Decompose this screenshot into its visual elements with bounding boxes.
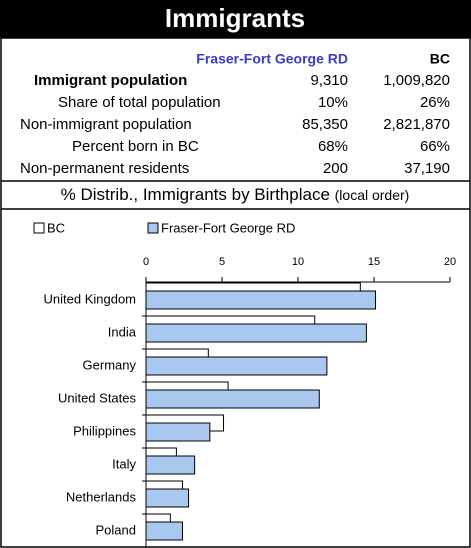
cell: 1,009,820 [383,72,450,89]
title-bar [0,0,471,38]
y-tick-label: Germany [83,357,137,372]
title: Immigrants [165,3,305,33]
y-tick-label: Netherlands [66,489,137,504]
legend-label: BC [47,220,65,235]
row-label: Immigrant population [34,72,187,89]
x-tick-label: 15 [368,256,380,268]
cell: 10% [318,94,348,111]
bar [145,290,377,310]
bar [145,389,320,409]
cell: 9,310 [310,72,348,89]
y-tick-label: United Kingdom [44,291,137,306]
row-label: Non-immigrant population [20,116,192,133]
column-header: BC [430,51,450,67]
bar [145,422,211,442]
cell: 66% [420,138,450,155]
section-title: % Distrib., Immigrants by Birthplace (lo… [61,185,410,204]
y-tick-label: United States [58,390,137,405]
cell: 26% [420,94,450,111]
section-title-text: % Distrib., Immigrants by Birthplace [61,185,330,204]
row-label: Non-permanent residents [20,160,189,177]
y-tick-label: Philippines [73,423,136,438]
y-tick-label: India [108,324,137,339]
row-label: Share of total population [58,94,221,111]
cell: 68% [318,138,348,155]
legend-swatch [147,222,159,234]
y-tick-label: Poland [96,522,136,537]
y-tick-label: Italy [112,456,136,471]
x-tick-label: 10 [292,256,304,268]
cell: 200 [323,160,348,177]
bar [145,455,196,475]
bar [145,323,367,343]
x-tick-label: 20 [444,256,456,268]
row-label: Percent born in BC [72,138,199,155]
bar [145,521,183,541]
cell: 2,821,870 [383,116,450,133]
bar [145,488,190,508]
legend-swatch [33,222,45,234]
section-note: (local order) [335,187,410,203]
column-header: Fraser-Fort George RD [196,51,348,67]
x-tick-label: 0 [143,256,149,268]
outer-border [0,37,471,548]
x-tick-label: 5 [219,256,225,268]
cell: 37,190 [404,160,450,177]
cell: 85,350 [302,116,348,133]
bar [145,356,328,376]
legend-label: Fraser-Fort George RD [161,220,295,235]
